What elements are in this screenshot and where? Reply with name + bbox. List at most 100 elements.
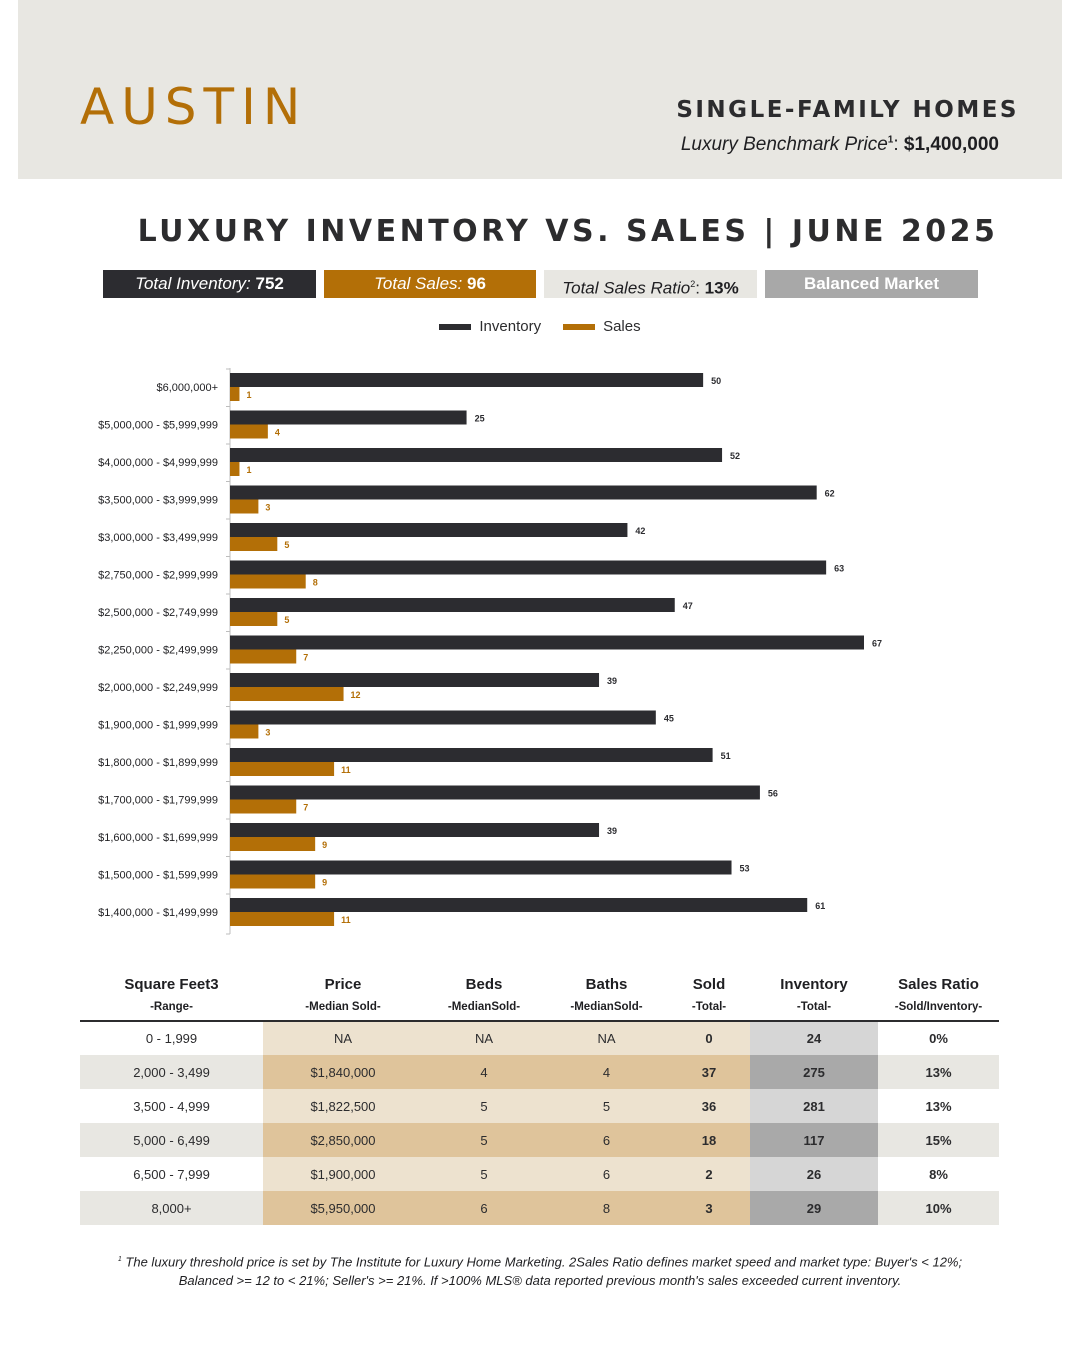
bar-sales	[230, 499, 259, 514]
data-label-inventory: 42	[635, 526, 645, 536]
bar-inventory	[230, 785, 760, 800]
table-cell: 29	[750, 1191, 878, 1225]
data-label-inventory: 47	[683, 601, 693, 611]
data-label-sales: 11	[341, 765, 351, 775]
column-header-title: Sold	[692, 976, 726, 993]
data-label-inventory: 62	[825, 489, 835, 499]
bar-inventory	[230, 560, 827, 575]
table-cell: 6	[545, 1123, 668, 1157]
table-row: 2,000 - 3,499 $1,840,000 4 4 37 275 13%	[80, 1055, 999, 1089]
data-label-sales: 8	[313, 578, 318, 588]
bar-inventory	[230, 373, 704, 387]
table-cell: 6	[545, 1157, 668, 1191]
legend-label-inventory: Inventory	[479, 318, 542, 335]
table-header-row: Square Feet3 -Range- Price -Median Sold- Bed…	[80, 972, 999, 1021]
table-cell: 8	[545, 1191, 668, 1225]
benchmark-value: $1,400,000	[903, 134, 999, 155]
data-label-sales: 9	[322, 878, 327, 888]
table-cell: 275	[750, 1055, 878, 1089]
total-inventory-value: 752	[255, 274, 284, 293]
column-header-title: Price	[324, 976, 362, 993]
bar-sales	[230, 462, 240, 476]
bar-inventory	[230, 448, 723, 462]
table-cell: 2	[668, 1157, 750, 1191]
bar-inventory	[230, 598, 675, 612]
table-cell: 10%	[878, 1191, 999, 1225]
table-cell: 13%	[878, 1089, 999, 1123]
data-label-sales: 7	[303, 803, 308, 813]
table-cell: NA	[545, 1021, 668, 1055]
column-header-title: Beds	[465, 976, 503, 993]
data-label-sales: 5	[284, 615, 289, 625]
category-label: $1,500,000 - $1,599,999	[98, 870, 218, 882]
benchmark-footnote-mark: 1	[887, 134, 894, 146]
table-cell: 5	[423, 1123, 545, 1157]
data-label-inventory: 63	[834, 564, 844, 574]
table-row: 3,500 - 4,999 $1,822,500 5 5 36 281 13%	[80, 1089, 999, 1123]
total-sales-badge: Total Sales: 96	[324, 270, 536, 298]
table-cell: $2,850,000	[263, 1123, 423, 1157]
data-label-inventory: 52	[730, 451, 740, 461]
column-header: Price -Median Sold-	[263, 972, 423, 1021]
data-label-inventory: 51	[721, 751, 731, 761]
bar-chart: $6,000,000+ 50 1 $5,000,000 - $5,999,999 25 4…	[98, 368, 882, 935]
ratio-colon: :	[695, 278, 700, 298]
total-sales-value: 96	[467, 274, 486, 293]
table-cell: 5	[545, 1089, 668, 1123]
category-label: $2,250,000 - $2,499,999	[98, 645, 218, 657]
data-label-sales: 4	[275, 428, 280, 438]
data-label-inventory: 39	[607, 826, 617, 836]
bar-sales	[230, 762, 335, 776]
data-label-sales: 3	[265, 728, 270, 738]
table-cell: 36	[668, 1089, 750, 1123]
chart-title: LUXURY INVENTORY VS. SALES | JUNE 2025	[137, 214, 999, 249]
column-header-subtitle: -Median Sold-	[305, 1001, 381, 1013]
table-cell: 24	[750, 1021, 878, 1055]
table-cell: 3	[668, 1191, 750, 1225]
bar-inventory	[230, 748, 713, 762]
bar-sales	[230, 424, 268, 439]
bar-sales	[230, 574, 306, 589]
column-header: Sold -Total-	[668, 972, 750, 1021]
benchmark-colon: :	[893, 134, 899, 155]
data-label-inventory: 39	[607, 676, 617, 686]
data-label-inventory: 53	[740, 864, 750, 874]
table-cell: 0%	[878, 1021, 999, 1055]
market-type-badge: Balanced Market	[765, 270, 978, 298]
city-name: AUSTIN	[80, 78, 308, 136]
table-cell: 0	[668, 1021, 750, 1055]
data-label-sales: 1	[246, 390, 251, 400]
footnote-mark: 1	[117, 1256, 122, 1263]
category-label: $2,000,000 - $2,249,999	[98, 682, 218, 694]
column-header-subtitle: -Range-	[150, 1001, 193, 1013]
data-label-sales: 11	[341, 915, 351, 925]
category-label: $2,750,000 - $2,999,999	[98, 570, 218, 582]
total-inventory-label: Total Inventory:	[135, 274, 251, 293]
bar-inventory	[230, 898, 808, 912]
chart-legend: Inventory Sales	[0, 318, 1080, 335]
total-sales-ratio-badge: Total Sales Ratio2: 13%	[544, 270, 757, 298]
table-cell: 4	[423, 1055, 545, 1089]
bar-sales	[230, 649, 297, 664]
footnote: 1 The luxury threshold price is set by T…	[90, 1250, 990, 1290]
data-label-inventory: 61	[815, 901, 825, 911]
category-label: $1,800,000 - $1,899,999	[98, 757, 218, 769]
data-label-inventory: 25	[475, 414, 485, 424]
header-banner: AUSTIN SINGLE-FAMILY HOMES Luxury Benchm…	[18, 0, 1062, 179]
legend-label-sales: Sales	[603, 318, 641, 335]
column-header-title: Baths	[585, 976, 628, 993]
column-header-subtitle: -MedianSold-	[447, 1001, 521, 1013]
table-cell: 6,500 - 7,999	[80, 1157, 263, 1191]
data-label-inventory: 67	[872, 639, 882, 649]
data-label-sales: 3	[265, 503, 270, 513]
table-cell: $5,950,000	[263, 1191, 423, 1225]
data-label-sales: 5	[284, 540, 289, 550]
table-cell: 2,000 - 3,499	[80, 1055, 263, 1089]
bar-inventory	[230, 485, 817, 500]
category-label: $1,700,000 - $1,799,999	[98, 795, 218, 807]
table-row: 5,000 - 6,499 $2,850,000 5 6 18 117 15%	[80, 1123, 999, 1157]
category-label: $5,000,000 - $5,999,999	[98, 420, 218, 432]
column-header: Inventory -Total-	[750, 972, 878, 1021]
data-label-sales: 7	[303, 653, 308, 663]
home-type-title: SINGLE-FAMILY HOMES	[676, 97, 1019, 123]
